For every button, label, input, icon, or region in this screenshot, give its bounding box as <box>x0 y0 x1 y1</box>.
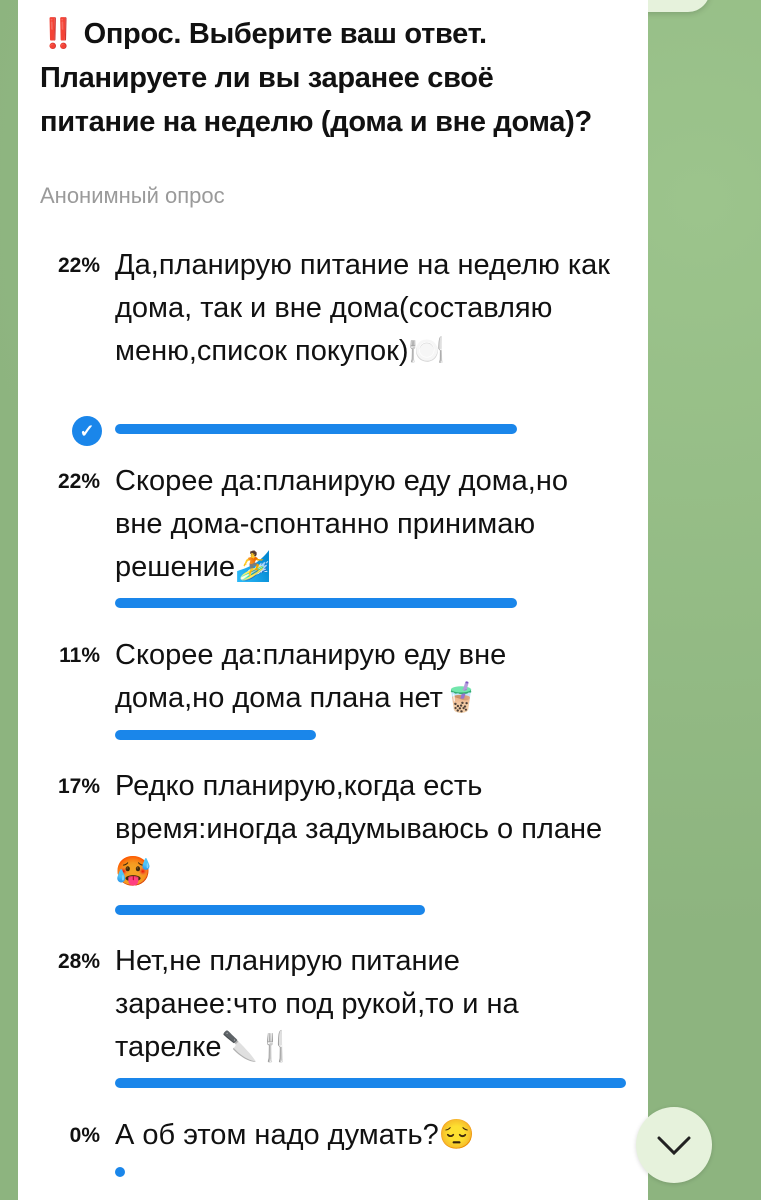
option-result-bar <box>115 905 426 915</box>
option-result-bar <box>115 1078 626 1088</box>
option-text: Скорее да:планирую еду вне дома,но дома … <box>115 639 507 714</box>
option-text: А об этом надо думать?😔 <box>115 1119 475 1151</box>
option-percent: 22% <box>57 470 100 493</box>
option-text: Да,планирую питание на неделю как дома, … <box>115 249 610 367</box>
scroll-down-button[interactable] <box>636 1107 712 1183</box>
option-percent: 0% <box>69 1124 100 1147</box>
option-percent: 28% <box>57 950 100 973</box>
option-result-bar <box>115 1167 125 1177</box>
checkmark-icon: ✓ <box>72 416 102 446</box>
option-result-bar <box>115 730 316 740</box>
option-percent: 17% <box>57 775 100 798</box>
poll-question: ‼️ Опрос. Выберите ваш ответ. Планируете… <box>40 18 592 138</box>
option-text: Скорее да:планирую еду дома,но вне дома-… <box>115 465 568 583</box>
chevron-down-icon <box>657 1136 691 1156</box>
option-text: Нет,не планирую питание заранее:что под … <box>115 945 519 1063</box>
option-result-bar <box>115 424 517 434</box>
option-percent: 22% <box>57 254 100 277</box>
option-percent: 11% <box>59 644 100 667</box>
option-text: Редко планирую,когда есть время:иногда з… <box>115 770 603 888</box>
poll-type-label: Анонимный опрос <box>40 183 225 208</box>
option-result-bar <box>115 598 517 608</box>
